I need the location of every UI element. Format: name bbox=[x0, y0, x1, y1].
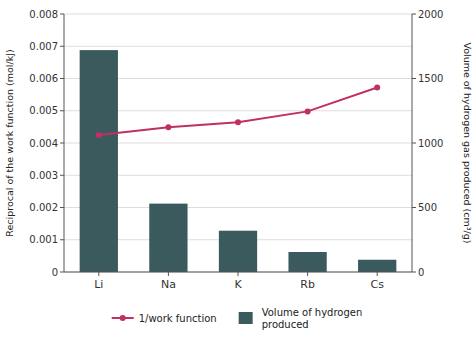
line-point bbox=[96, 132, 102, 138]
tick-mark bbox=[60, 143, 64, 144]
tick-mark bbox=[412, 143, 416, 144]
tick-mark bbox=[60, 272, 64, 273]
y-axis bbox=[64, 14, 65, 272]
bar bbox=[288, 252, 326, 272]
bar bbox=[358, 260, 396, 272]
legend-label: 1/work function bbox=[139, 313, 217, 324]
tick-label: 0.008 bbox=[29, 9, 58, 20]
tick-label: 0.007 bbox=[29, 41, 58, 52]
tick-label: 1000 bbox=[418, 138, 443, 149]
tick-mark bbox=[60, 46, 64, 47]
legend-label: Volume of hydrogenproduced bbox=[262, 307, 363, 330]
chart: 0 0.001 0.002 0.003 0.004 0.005 0.006 0.007 0.00… bbox=[0, 0, 474, 356]
tick-mark bbox=[60, 239, 64, 240]
y2-axis-label: Volume of hydrogen gas produced (cm³/g) bbox=[462, 42, 473, 243]
grid-line bbox=[64, 46, 412, 47]
bar bbox=[80, 50, 118, 272]
tick-label: 0.005 bbox=[29, 105, 58, 116]
plot-area bbox=[80, 50, 397, 272]
tick-label: 0.001 bbox=[29, 234, 58, 245]
legend-item: Volume of hydrogenproduced bbox=[239, 307, 363, 330]
tick-mark bbox=[377, 272, 378, 276]
tick-mark bbox=[168, 272, 169, 276]
y2-axis bbox=[412, 14, 413, 272]
legend-swatch bbox=[239, 312, 253, 324]
line-point bbox=[165, 124, 171, 130]
tick-mark bbox=[238, 272, 239, 276]
line bbox=[99, 88, 377, 135]
tick-label: 0.003 bbox=[29, 170, 58, 181]
tick-label: 500 bbox=[418, 202, 437, 213]
bar bbox=[219, 231, 257, 272]
tick-label: 0.004 bbox=[29, 138, 58, 149]
tick-label: 0 bbox=[418, 267, 424, 278]
y-axis-label: Reciprocal of the work function (mol/kJ) bbox=[4, 49, 15, 236]
legend-swatch bbox=[120, 315, 126, 321]
tick-label: 2000 bbox=[418, 9, 443, 20]
tick-mark bbox=[307, 272, 308, 276]
tick-mark bbox=[412, 207, 416, 208]
category-label: Cs bbox=[370, 278, 384, 291]
grid-line bbox=[64, 14, 412, 15]
legend-item: 1/work function bbox=[112, 313, 217, 324]
line-point bbox=[305, 108, 311, 114]
tick-mark bbox=[60, 110, 64, 111]
tick-label: 1500 bbox=[418, 73, 443, 84]
tick-mark bbox=[60, 207, 64, 208]
tick-mark bbox=[98, 272, 99, 276]
category-label: Rb bbox=[300, 278, 315, 291]
legend-label-line: Volume of hydrogen bbox=[262, 307, 363, 318]
line-point bbox=[235, 119, 241, 125]
tick-mark bbox=[60, 175, 64, 176]
category-label: K bbox=[234, 278, 242, 291]
line-point bbox=[374, 85, 380, 91]
tick-label: 0.006 bbox=[29, 73, 58, 84]
tick-mark bbox=[412, 272, 416, 273]
tick-mark bbox=[60, 14, 64, 15]
legend-label-line: produced bbox=[262, 319, 309, 330]
tick-label: 0 bbox=[52, 267, 58, 278]
legend-label-line: 1/work function bbox=[139, 313, 217, 324]
bar bbox=[149, 204, 187, 272]
tick-label: 0.002 bbox=[29, 202, 58, 213]
legend: 1/work function Volume of hydrogenproduce… bbox=[112, 307, 363, 330]
tick-mark bbox=[60, 78, 64, 79]
category-label: Na bbox=[161, 278, 176, 291]
tick-mark bbox=[412, 14, 416, 15]
category-label: Li bbox=[94, 278, 103, 291]
tick-mark bbox=[412, 78, 416, 79]
